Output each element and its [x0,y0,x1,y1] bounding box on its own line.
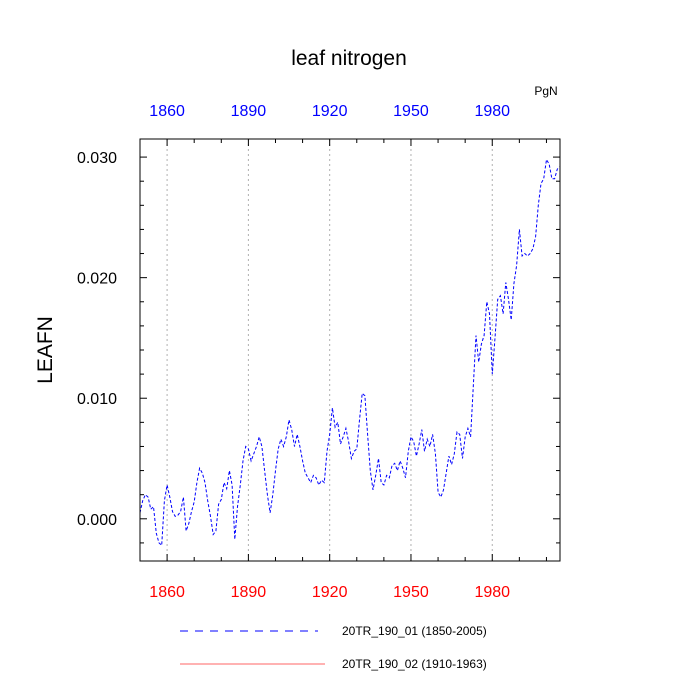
y-tick-label-3: 0.030 [77,150,117,167]
x-tick-label-bottom-0: 1860 [149,584,185,601]
legend-label-series-1: 20TR_190_01 (1850-2005) [342,624,487,638]
x-tick-label-bottom-1: 1890 [231,584,267,601]
x-tick-label-top-1: 1890 [231,103,267,120]
legend: 20TR_190_01 (1850-2005) 20TR_190_02 (191… [180,624,487,671]
y-tick-label-2: 0.020 [77,271,117,288]
tick-labels: 1860 1860 1890 1890 1920 1920 1950 1950 1980 1980… [77,103,510,601]
x-tick-label-top-0: 1860 [149,103,185,120]
units-label: PgN [534,84,557,98]
x-tick-label-top-4: 1980 [474,103,510,120]
data-series [139,157,561,547]
plot-frame [139,138,561,562]
y-tick-label-0: 0.000 [77,512,117,529]
axis-ticks [139,139,560,561]
x-tick-label-bottom-2: 1920 [312,584,348,601]
grid-lines [166,139,493,561]
x-tick-label-bottom-4: 1980 [474,584,510,601]
y-axis-label: LEAFN [34,316,57,384]
x-tick-label-top-3: 1950 [393,103,429,120]
x-tick-label-top-2: 1920 [312,103,348,120]
y-tick-label-1: 0.010 [77,391,117,408]
chart-title: leaf nitrogen [291,47,407,70]
x-tick-label-bottom-3: 1950 [393,584,429,601]
legend-label-series-2: 20TR_190_02 (1910-1963) [342,657,487,671]
series-line-1 [139,157,561,547]
